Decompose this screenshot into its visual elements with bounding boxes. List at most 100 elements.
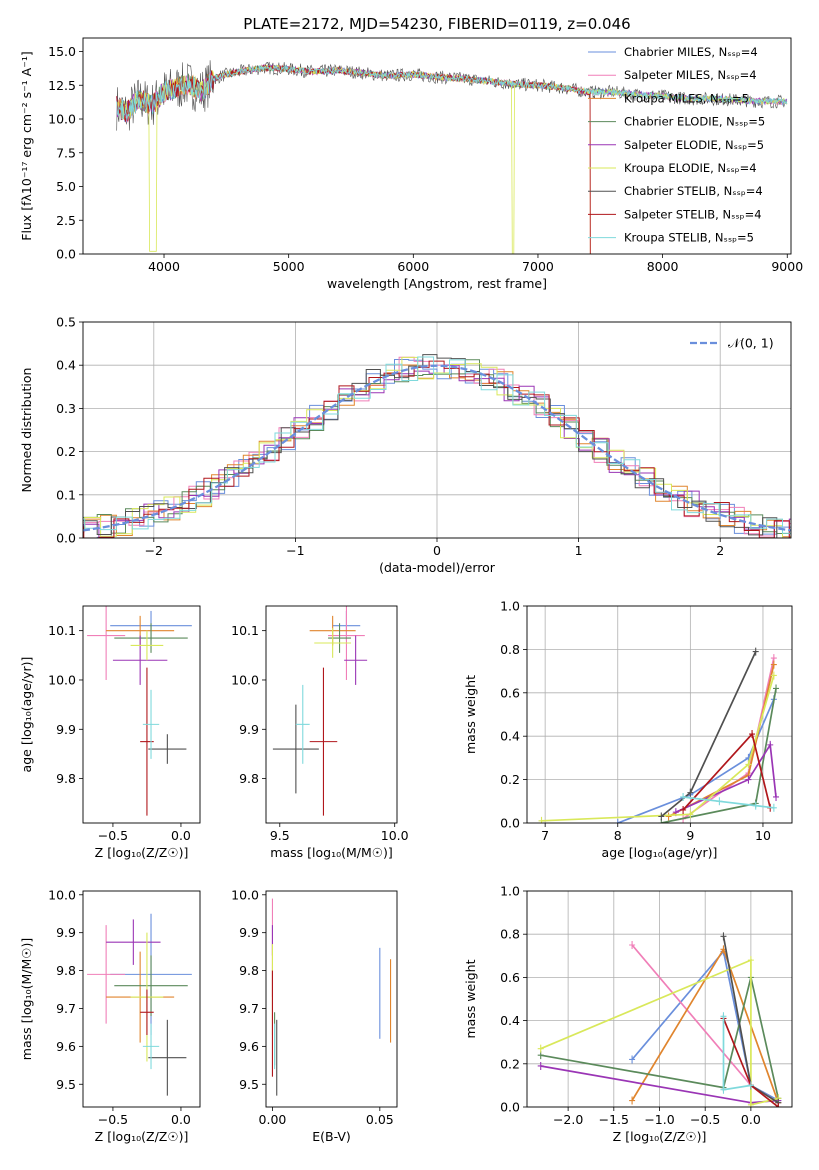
x-tick-label: 2 [716,543,724,558]
y-tick-label: 7.5 [56,145,76,160]
legend-entry: Salpeter STELIB, Nₛₛₚ=4 [624,207,762,221]
weight-marker [770,660,777,669]
errorbar-point [87,606,126,680]
x-tick-label: 0.0 [171,828,191,843]
y-tick-label: 10.1 [48,623,76,638]
y-tick-label: 10.0 [48,672,76,687]
x-tick-label: 9000 [771,259,803,274]
weight-line [540,958,779,1106]
plot-area [87,913,192,1096]
plot-area [272,606,368,816]
y-tick-label: 9.8 [239,963,259,978]
axes-frame [82,890,201,1108]
weight-marker [745,760,752,769]
y-tick-label: 0.4 [56,358,76,373]
legend-entry: Salpeter ELODIE, Nₛₛₚ=5 [624,138,764,152]
weight-marker [720,1012,727,1021]
legend: 𝒩(0, 1) [690,336,774,351]
weight-marker [614,819,621,823]
y-tick-label: 9.6 [56,1039,76,1054]
histogram-step [83,359,791,538]
weight-marker [720,932,727,941]
legend-entry: Salpeter MILES, Nₛₛₚ=4 [624,68,757,82]
weight-marker [537,1061,544,1070]
weight-line [631,949,779,1102]
spectrum-line [116,65,788,121]
x-tick-label: 1 [575,543,583,558]
weight-marker [720,1085,727,1094]
plot-area [537,932,782,1107]
weight-marker [752,647,759,656]
y-tick-label: 1.0 [500,599,520,614]
errorbar-point [112,635,168,685]
weight-marker [680,805,687,814]
axes-weight_vs_Z: −2.0 −1.5 −1.0 −0.5 0.0 0.0 0.2 0.4 0.6 0.8 1.0 Z [… [463,884,793,1144]
y-tick-label: 0.2 [500,772,520,787]
y-tick-label: 10.0 [231,672,259,687]
y-tick-label: 0.4 [500,729,520,744]
y-tick-label: 0.0 [56,247,76,262]
x-tick-label: 7000 [522,259,554,274]
y-tick-label: 5.0 [56,179,76,194]
plot-area [116,60,788,254]
errorbar-point [344,635,368,685]
x-tick-label: 9 [686,828,694,843]
legend-entry: Kroupa MILES, Nₛₛₚ=5 [624,91,749,105]
weight-line [683,796,774,809]
errorbar-point [140,667,154,816]
axes-frame [82,37,792,255]
plot-area [87,606,192,816]
x-tick-label: 8 [614,828,622,843]
legend-entry: 𝒩(0, 1) [728,336,774,351]
x-tick-label: −0.5 [98,828,128,843]
x-tick-label: 8000 [647,259,679,274]
errorbar-point [130,630,164,661]
y-tick-label: 10.1 [231,623,259,638]
errorbar-point [148,1019,187,1096]
x-tick-label: −1 [286,543,304,558]
weight-line [540,977,780,1099]
y-tick-label: 0.0 [56,531,76,546]
weight-marker [658,812,665,821]
axes-frame [265,890,398,1108]
x-tick-label: −1.0 [644,1112,674,1127]
y-tick-label: 0.5 [56,315,76,330]
y-tick-label: 9.8 [56,771,76,786]
x-tick-label: −1.5 [599,1112,629,1127]
weight-marker [752,801,759,810]
x-tick-label: −2.0 [553,1112,583,1127]
x-tick-label: 0.0 [741,1112,761,1127]
y-tick-label: 0.4 [500,1013,520,1028]
y-axis-label: Normed distribution [19,368,34,493]
y-tick-label: 0.3 [56,401,76,416]
y-axis-label: age [log₁₀(age/yr)] [19,657,34,773]
y-tick-label: 10.0 [48,112,76,127]
x-axis-label: mass [log₁₀(M/M☉)] [270,845,392,860]
weight-marker [665,812,672,821]
axes-frame [526,890,793,1108]
x-tick-label: 6000 [397,259,429,274]
weight-marker [538,816,545,823]
weight-marker [687,810,694,819]
y-tick-label: 0.6 [500,970,520,985]
x-tick-label: 7 [541,828,549,843]
errorbar-point [87,925,126,1024]
weight-marker [747,1100,754,1107]
legend-entry: Chabrier STELIB, Nₛₛₚ=4 [624,184,763,198]
weight-marker [773,684,780,693]
x-axis-label: age [log₁₀(age/yr)] [602,845,718,860]
weight-marker [629,941,636,949]
x-tick-label: 4000 [148,259,180,274]
legend-entry: Kroupa STELIB, Nₛₛₚ=5 [624,231,754,245]
axes-spectrum: 4000 5000 6000 7000 8000 9000 0.0 2.5 5.0 7.5 10.0… [19,37,803,291]
gaussian-curve [83,364,791,532]
histogram-step [83,356,791,534]
y-tick-label: 0.1 [56,487,76,502]
y-tick-label: 9.9 [239,722,259,737]
y-tick-label: 9.7 [56,1001,76,1016]
x-axis-label: wavelength [Angstrom, rest frame] [327,276,547,291]
y-tick-label: 9.9 [56,722,76,737]
y-tick-label: 10.0 [231,887,259,902]
errorbar-point [328,623,352,653]
